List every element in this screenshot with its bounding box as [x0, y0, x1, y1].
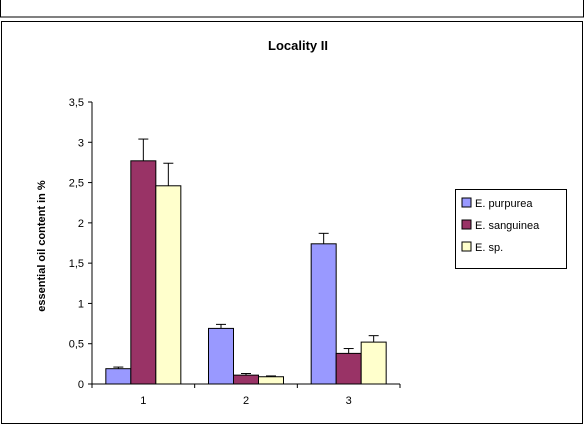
- y-tick-label: 1: [78, 298, 84, 310]
- bar: [335, 352, 362, 385]
- legend-swatch: [461, 197, 472, 208]
- legend-label: E. sanguinea: [475, 220, 540, 232]
- y-tick-label: 2,5: [69, 178, 84, 190]
- y-tick-label: 1,5: [69, 258, 84, 270]
- bar: [233, 374, 259, 385]
- y-tick-label: 3: [78, 137, 84, 149]
- bar: [155, 185, 182, 385]
- bar: [130, 160, 157, 385]
- x-tick-label: 2: [243, 395, 249, 407]
- bar: [105, 368, 132, 385]
- bar: [208, 327, 234, 385]
- legend-label: E. sp.: [475, 242, 503, 254]
- chart-title: Locality II: [268, 38, 328, 53]
- x-tick-label: 1: [140, 395, 146, 407]
- bar: [360, 341, 387, 385]
- y-tick-label: 0: [78, 379, 84, 391]
- legend-label: E. purpurea: [475, 198, 533, 210]
- y-tick-label: 2: [78, 218, 84, 230]
- x-tick-label: 3: [346, 395, 352, 407]
- bar: [310, 243, 337, 385]
- bar: [258, 376, 284, 385]
- y-tick-label: 3,5: [69, 97, 84, 109]
- y-axis-label: essential oil content in %: [36, 180, 48, 312]
- legend-swatch: [461, 241, 472, 252]
- y-tick-label: 0,5: [69, 339, 84, 351]
- legend-swatch: [461, 219, 472, 230]
- legend-box: [455, 189, 567, 269]
